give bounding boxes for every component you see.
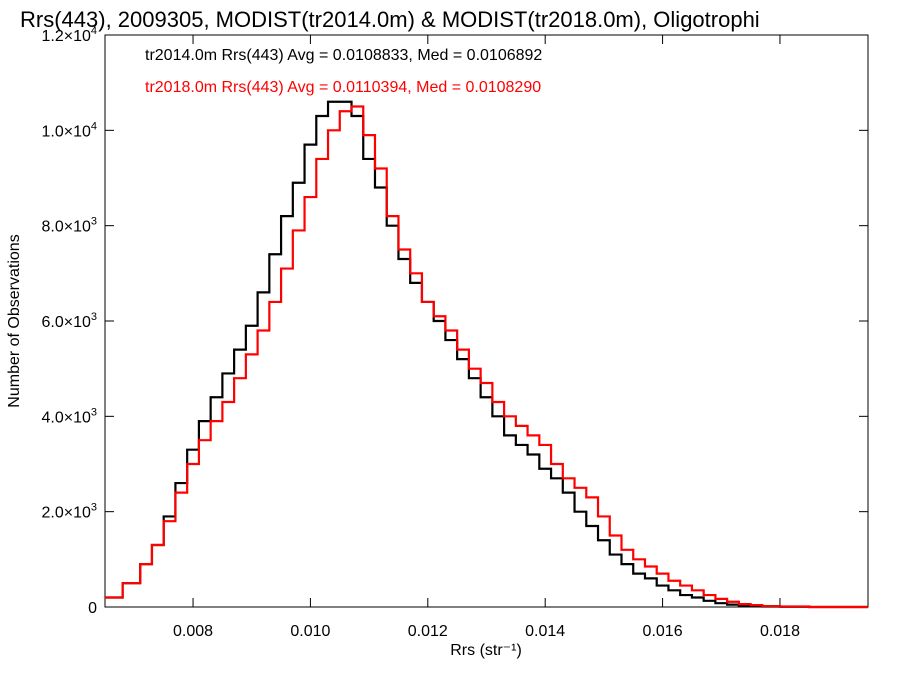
y-axis-label: Number of Observations bbox=[6, 234, 23, 407]
y-tick-label-times: × bbox=[64, 219, 73, 236]
y-tick-label-times: × bbox=[64, 28, 73, 45]
y-tick-label-base: 10 bbox=[73, 505, 91, 522]
x-tick-label: 0.012 bbox=[408, 623, 448, 640]
y-tick-label-base: 10 bbox=[73, 409, 91, 426]
y-tick-label-mant: 1.0 bbox=[41, 123, 63, 140]
y-tick-label-times: × bbox=[64, 314, 73, 331]
plot-frame bbox=[104, 34, 869, 608]
y-tick-label-base: 10 bbox=[73, 123, 91, 140]
chart-title: Rrs(443), 2009305, MODIST(tr2014.0m) & M… bbox=[20, 7, 760, 32]
y-tick-label-exp: 3 bbox=[91, 502, 97, 514]
y-tick-label-exp: 3 bbox=[91, 311, 97, 323]
y-tick-label-exp: 3 bbox=[91, 216, 97, 228]
y-tick-label-exp: 4 bbox=[91, 25, 97, 37]
y-tick-label-exp: 3 bbox=[91, 406, 97, 418]
x-axis: 0.008 0.010 0.012 0.014 0.016 0.018 bbox=[173, 35, 800, 640]
x-tick-label: 0.016 bbox=[643, 623, 683, 640]
y-tick-label-times: × bbox=[64, 123, 73, 140]
legend-entry-1: tr2014.0m Rrs(443) Avg = 0.0108833, Med … bbox=[145, 47, 542, 64]
y-tick-label-base: 10 bbox=[73, 314, 91, 331]
y-tick-label-base: 10 bbox=[73, 28, 91, 45]
x-tick-label: 0.018 bbox=[760, 623, 800, 640]
y-tick-label-mant: 8.0 bbox=[41, 219, 63, 236]
x-tick-label: 0.008 bbox=[173, 623, 213, 640]
x-tick-label: 0.014 bbox=[525, 623, 565, 640]
y-tick-label-mant: 0 bbox=[88, 600, 97, 617]
legend-entry-2: tr2018.0m Rrs(443) Avg = 0.0110394, Med … bbox=[145, 79, 541, 96]
y-tick-label: 8.0×103 bbox=[41, 216, 97, 236]
y-tick-label: 2.0×103 bbox=[41, 502, 97, 522]
x-axis-label: Rrs (str⁻¹) bbox=[450, 642, 522, 659]
y-tick-label-exp: 4 bbox=[91, 120, 97, 132]
y-tick-label-mant: 6.0 bbox=[41, 314, 63, 331]
y-tick-label-mant: 1.2 bbox=[41, 28, 63, 45]
y-tick-label-base: 10 bbox=[73, 219, 91, 236]
y-tick-label-mant: 4.0 bbox=[41, 409, 63, 426]
series-line-1 bbox=[105, 100, 868, 609]
y-tick-label: 1.0×104 bbox=[41, 120, 97, 140]
series-line-2 bbox=[105, 105, 868, 609]
y-tick-label: 0 bbox=[88, 600, 97, 617]
y-axis: 02.0×1034.0×1036.0×1038.0×1031.0×1041.2×… bbox=[41, 25, 868, 617]
x-tick-label: 0.010 bbox=[290, 623, 330, 640]
series-layer bbox=[105, 100, 868, 609]
y-tick-label-times: × bbox=[64, 505, 73, 522]
y-tick-label: 6.0×103 bbox=[41, 311, 97, 331]
y-tick-label: 1.2×104 bbox=[41, 25, 97, 45]
y-tick-label: 4.0×103 bbox=[41, 406, 97, 426]
y-tick-label-mant: 2.0 bbox=[41, 505, 63, 522]
y-tick-label-times: × bbox=[64, 409, 73, 426]
